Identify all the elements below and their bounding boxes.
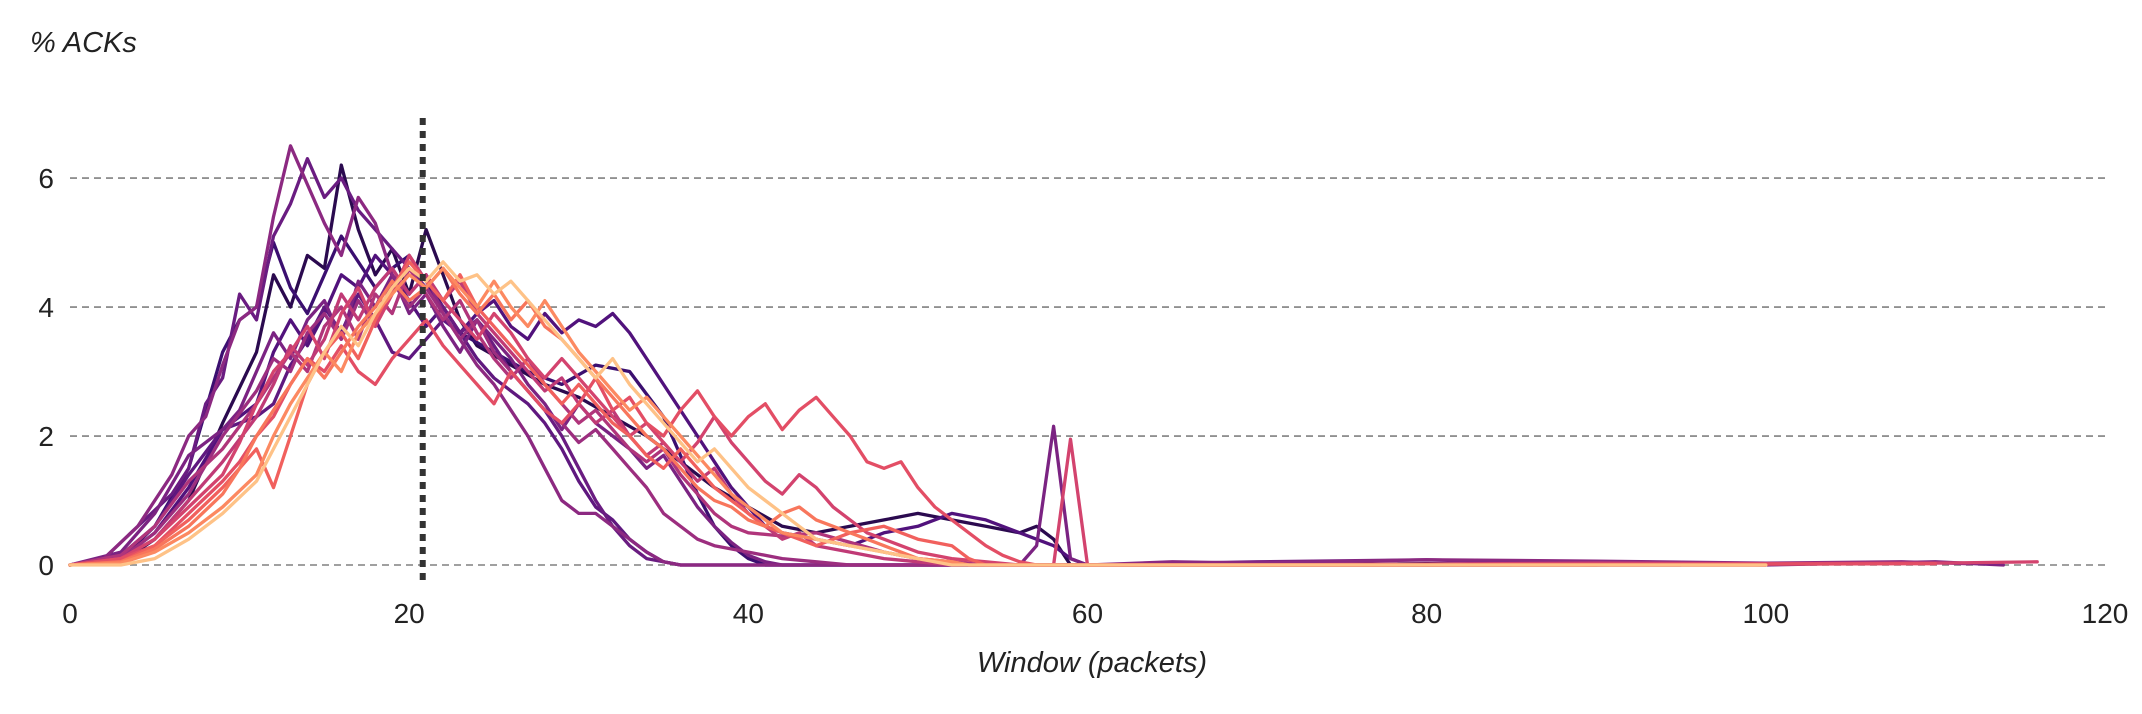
series-line-5 xyxy=(68,157,1514,567)
x-tick-label: 0 xyxy=(62,598,78,629)
series-lines xyxy=(68,144,2039,567)
y-tick-label: 6 xyxy=(38,163,54,194)
y-tick-label: 4 xyxy=(38,292,54,323)
series-line-11 xyxy=(68,253,2039,567)
series-line-2 xyxy=(68,234,1683,567)
grid-lines xyxy=(70,177,2105,566)
x-tick-labels: 0 20 40 60 80 100 120 xyxy=(62,598,2128,629)
x-tick-label: 120 xyxy=(2082,598,2129,629)
x-tick-label: 100 xyxy=(1742,598,1789,629)
series-line-3 xyxy=(68,253,1751,567)
x-tick-label: 60 xyxy=(1072,598,1103,629)
y-tick-label: 2 xyxy=(38,421,54,452)
series-line-8 xyxy=(68,279,1768,567)
x-tick-label: 80 xyxy=(1411,598,1442,629)
x-tick-label: 20 xyxy=(394,598,425,629)
series-line-13 xyxy=(68,260,1598,567)
y-tick-labels: 0 2 4 6 xyxy=(38,163,54,581)
x-axis-title: Window (packets) xyxy=(977,647,1207,679)
series-line-15 xyxy=(68,266,1768,567)
x-tick-label: 40 xyxy=(733,598,764,629)
y-axis-title: % ACKs xyxy=(30,27,137,59)
series-line-6 xyxy=(68,273,2005,567)
series-line-16 xyxy=(68,260,1768,567)
series-line-1 xyxy=(68,163,1734,567)
y-tick-label: 0 xyxy=(38,550,54,581)
